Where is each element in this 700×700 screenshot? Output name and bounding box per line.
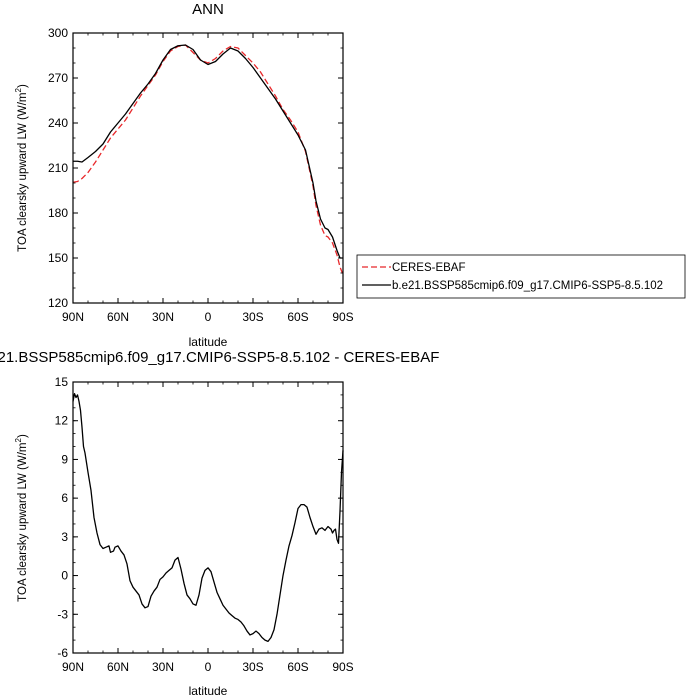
bottom-y-tick-label: -3 <box>57 607 68 621</box>
bottom-y-axis-label: TOA clearsky upward LW (W/m2) <box>14 434 29 602</box>
top-x-tick-label: 60S <box>287 310 308 324</box>
bottom-x-tick-label: 60S <box>287 660 308 674</box>
top-y-tick-label: 240 <box>48 116 68 130</box>
bottom-y-label-end: ) <box>17 434 29 438</box>
bottom-chart-title: b.e21.BSSP585cmip6.f09_g17.CMIP6-SSP5-8.… <box>0 349 439 366</box>
legend-label-model: b.e21.BSSP585cmip6.f09_g17.CMIP6-SSP5-8.… <box>392 280 663 292</box>
bottom-y-tick-label: 15 <box>55 375 69 389</box>
bottom-y-tick-label: 9 <box>61 452 68 466</box>
top-y-tick-label: 270 <box>48 71 68 85</box>
top-x-tick-label: 90S <box>332 310 353 324</box>
top-series-group <box>72 44 344 275</box>
top-y-tick-label: 180 <box>48 206 68 220</box>
legend-label-ceres: CERES-EBAF <box>392 262 466 274</box>
bottom-x-tick-label: 30S <box>242 660 263 674</box>
top-y-label-main: TOA clearsky upward LW (W/m <box>17 92 29 251</box>
top-chart-title: ANN <box>192 1 224 18</box>
bottom-x-tick-label: 90S <box>332 660 353 674</box>
top-x-tick-label: 90N <box>62 310 84 324</box>
bottom-y-label-sup: 2 <box>14 437 23 442</box>
bottom-y-tick-label: -6 <box>57 646 68 660</box>
bottom-y-tick-label: 0 <box>61 569 68 583</box>
bottom-x-tick-label: 30N <box>152 660 174 674</box>
top-x-axis-label: latitude <box>189 335 228 349</box>
legend-box <box>356 254 686 299</box>
bottom-axis-ticks: 90N 60N 30N 0 30S 60S 90S -6 -3 0 3 6 9 12 15 <box>55 375 354 674</box>
bottom-y-tick-label: 3 <box>61 530 68 544</box>
top-x-tick-label: 30S <box>242 310 263 324</box>
top-axis-ticks: 90N 60N 30N 0 30S 60S 90S 120 150 180 210 240 270 300 <box>48 26 354 324</box>
bottom-plot-frame <box>72 381 344 654</box>
top-y-tick-label: 120 <box>48 296 68 310</box>
top-x-tick-label: 60N <box>107 310 129 324</box>
top-y-tick-label: 210 <box>48 161 68 175</box>
top-plot-frame <box>72 32 344 304</box>
bottom-x-tick-label: 60N <box>107 660 129 674</box>
bottom-series-line-0 <box>72 392 344 643</box>
bottom-x-axis-label: latitude <box>189 684 228 698</box>
bottom-panel: b.e21.BSSP585cmip6.f09_g17.CMIP6-SSP5-8.… <box>0 349 439 698</box>
top-y-label-end: ) <box>17 84 29 88</box>
top-series-line-1 <box>73 44 343 259</box>
bottom-x-tick-label: 90N <box>62 660 84 674</box>
top-y-label-sup: 2 <box>14 87 23 92</box>
bottom-x-tick-label: 0 <box>205 660 212 674</box>
top-y-tick-label: 150 <box>48 251 68 265</box>
top-y-axis-label: TOA clearsky upward LW (W/m2) <box>14 84 29 252</box>
top-y-tick-label: 300 <box>48 26 68 40</box>
top-series-line-0 <box>72 44 344 275</box>
bottom-y-tick-label: 6 <box>61 491 68 505</box>
bottom-series-group <box>72 392 344 643</box>
legend: CERES-EBAF b.e21.BSSP585cmip6.f09_g17.CM… <box>356 254 686 299</box>
top-x-tick-label: 0 <box>205 310 212 324</box>
top-panel: ANN 90N 60N 30N 0 30S 60S 90S 120 150 180 210 240 27… <box>14 1 686 349</box>
bottom-y-tick-label: 12 <box>55 414 69 428</box>
bottom-y-label-main: TOA clearsky upward LW (W/m <box>17 442 29 601</box>
top-x-tick-label: 30N <box>152 310 174 324</box>
